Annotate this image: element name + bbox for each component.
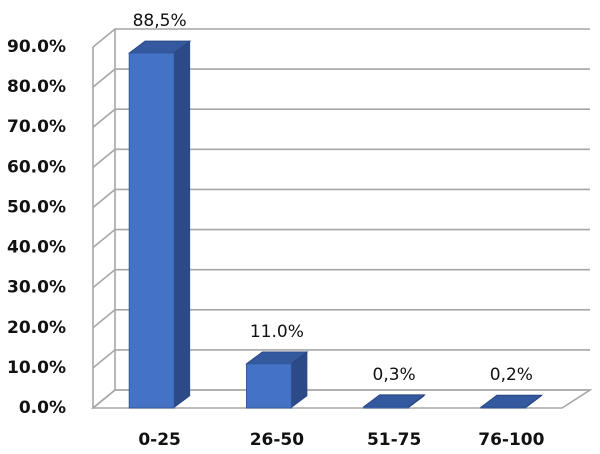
y-tick-label: 80.0% xyxy=(7,77,66,97)
bar-side xyxy=(291,351,308,408)
value-label: 0,3% xyxy=(373,365,416,385)
y-tick-label: 90.0% xyxy=(7,37,66,57)
bar-side xyxy=(174,41,191,409)
y-tick-label: 50.0% xyxy=(7,197,66,217)
y-tick-label: 10.0% xyxy=(7,358,66,378)
y-tick-label: 70.0% xyxy=(7,117,66,137)
y-tick-label: 20.0% xyxy=(7,318,66,338)
value-label: 0,2% xyxy=(490,365,533,385)
x-tick-label: 26-50 xyxy=(250,430,305,450)
y-tick-label: 40.0% xyxy=(7,238,66,258)
bar xyxy=(245,363,292,409)
bar xyxy=(480,406,527,409)
bar-top xyxy=(362,394,426,408)
y-tick-label: 0.0% xyxy=(19,398,66,418)
value-label: 88,5% xyxy=(133,11,187,31)
x-tick-label: 0-25 xyxy=(138,430,181,450)
value-label: 11.0% xyxy=(250,322,304,342)
bar xyxy=(363,406,410,409)
x-tick-label: 51-75 xyxy=(367,430,421,450)
y-tick-label: 60.0% xyxy=(7,157,66,177)
x-tick-label: 76-100 xyxy=(478,430,544,450)
y-tick-label: 30.0% xyxy=(7,278,66,298)
bar-top xyxy=(479,394,544,408)
bar xyxy=(128,52,175,409)
